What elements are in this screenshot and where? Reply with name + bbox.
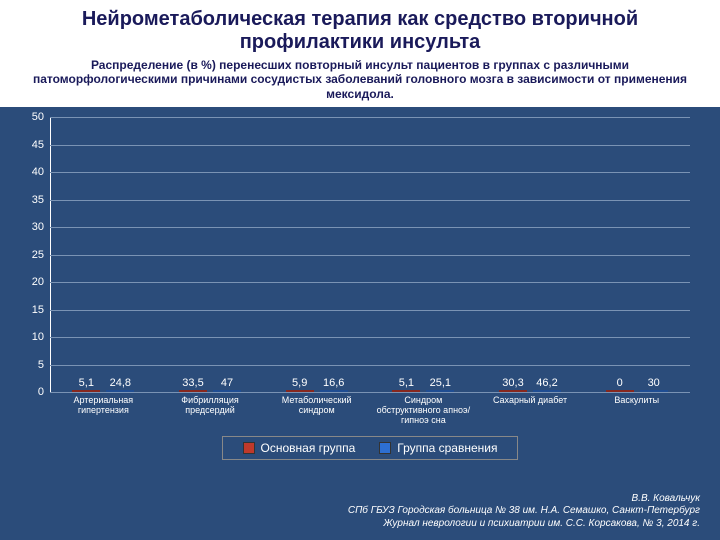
y-tick-label: 15 [32,304,50,316]
legend-swatch [243,442,255,454]
y-tick-label: 35 [32,194,50,206]
y-tick-label: 40 [32,166,50,178]
bar: 30,3 [499,390,527,392]
legend-item: Группа сравнения [379,441,497,455]
bar-group: 30,3 46,2 [477,390,584,392]
chart-legend: Основная группа Группа сравнения [222,436,519,460]
grid-line: 0 [50,392,690,393]
bar-value-label: 47 [221,377,233,389]
bar-value-label: 0 [617,377,623,389]
bar-value-label: 5,1 [399,377,414,389]
legend-swatch [379,442,391,454]
bar-group: 5,9 16,6 [263,390,370,392]
y-tick-label: 20 [32,276,50,288]
footer-line: В.В. Ковальчук [20,493,700,506]
bar-value-label: 30,3 [502,377,523,389]
chart-plot: 051015202530354045505,124,833,5475,916,6… [50,117,690,392]
legend-label: Группа сравнения [397,441,497,455]
bar: 5,9 [286,390,314,392]
x-tick-label: Сахарный диабет [477,396,584,426]
bar-value-label: 46,2 [536,377,557,389]
bar-group: 0 30 [583,390,690,392]
legend-label: Основная группа [261,441,356,455]
bar: 25,1 [426,390,454,392]
bar-value-label: 33,5 [182,377,203,389]
footer-line: СПб ГБУЗ Городская больница № 38 им. Н.А… [20,505,700,518]
y-tick-label: 30 [32,221,50,233]
y-tick-label: 50 [32,111,50,123]
legend-item: Основная группа [243,441,356,455]
slide: Нейрометаболическая терапия как средство… [0,0,720,540]
bar-value-label: 30 [648,377,660,389]
bar: 0 [606,390,634,392]
bar-group: 33,5 47 [157,390,264,392]
x-axis-labels: Артериальная гипертензияФибрилляция пред… [50,396,690,426]
y-tick-label: 10 [32,331,50,343]
x-tick-label: Артериальная гипертензия [50,396,157,426]
x-tick-label: Синдром обструктивного апноэ/гипноэ сна [370,396,477,426]
bar: 16,6 [320,390,348,392]
bar: 46,2 [533,390,561,392]
page-title: Нейрометаболическая терапия как средство… [20,8,700,54]
bar: 30 [640,390,668,392]
y-tick-label: 25 [32,249,50,261]
bar: 5,1 [72,390,100,392]
y-tick-label: 5 [38,359,50,371]
chart-area: 0 5 10 15 20 25 30 35 40 45 50 5,1 24,8 33,5 47 5,9 16,6… [0,107,720,486]
x-tick-label: Фибрилляция предсердий [157,396,264,426]
bar-value-label: 25,1 [430,377,451,389]
x-tick-label: Васкулиты [583,396,690,426]
bar: 33,5 [179,390,207,392]
bar-group: 5,1 25,1 [370,390,477,392]
bar-group: 5,1 24,8 [50,390,157,392]
y-tick-label: 45 [32,139,50,151]
bar: 24,8 [106,390,134,392]
bars-container: 5,1 24,8 33,5 47 5,9 16,6 5,1 25,1 30,3 46,2 0 30 [50,117,690,392]
citation-footer: В.В. Ковальчук СПб ГБУЗ Городская больни… [0,487,720,540]
bar: 47 [213,390,241,392]
y-tick-label: 0 [38,386,50,398]
bar: 5,1 [392,390,420,392]
bar-value-label: 5,1 [79,377,94,389]
bar-value-label: 24,8 [110,377,131,389]
footer-line: Журнал неврологии и психиатрии им. С.С. … [20,518,700,531]
title-block: Нейрометаболическая терапия как средство… [0,0,720,107]
x-tick-label: Метаболический синдром [263,396,370,426]
page-subtitle: Распределение (в %) перенесших повторный… [20,58,700,101]
bar-value-label: 5,9 [292,377,307,389]
bar-value-label: 16,6 [323,377,344,389]
